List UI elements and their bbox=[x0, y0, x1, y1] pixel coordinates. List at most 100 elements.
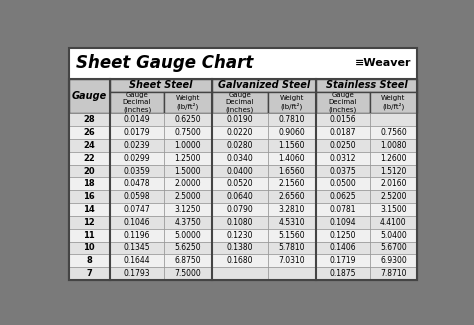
Bar bbox=[316, 190, 370, 203]
Text: 24: 24 bbox=[83, 141, 95, 150]
Text: Gauge: Gauge bbox=[72, 91, 107, 101]
Bar bbox=[164, 126, 212, 139]
Bar bbox=[212, 177, 268, 190]
Text: 0.0375: 0.0375 bbox=[329, 166, 356, 176]
Text: 0.1380: 0.1380 bbox=[227, 243, 253, 253]
Text: 1.4060: 1.4060 bbox=[278, 154, 305, 163]
Text: 1.2600: 1.2600 bbox=[380, 154, 407, 163]
Text: 0.0149: 0.0149 bbox=[124, 115, 150, 124]
Text: Sheet Steel: Sheet Steel bbox=[129, 80, 192, 90]
Bar bbox=[69, 79, 110, 113]
Text: 6.8750: 6.8750 bbox=[174, 256, 201, 265]
Text: 0.0239: 0.0239 bbox=[124, 141, 150, 150]
Bar bbox=[316, 177, 370, 190]
Bar bbox=[69, 216, 110, 229]
Bar bbox=[212, 203, 268, 216]
Bar bbox=[164, 190, 212, 203]
Bar bbox=[110, 254, 164, 267]
Bar bbox=[164, 92, 212, 113]
Bar bbox=[69, 152, 110, 164]
Text: 28: 28 bbox=[83, 115, 95, 124]
Bar bbox=[110, 92, 164, 113]
Text: 0.1080: 0.1080 bbox=[227, 218, 253, 227]
Text: 2.1560: 2.1560 bbox=[278, 179, 305, 188]
Text: 0.0340: 0.0340 bbox=[227, 154, 253, 163]
Bar bbox=[69, 126, 110, 139]
Text: 0.1196: 0.1196 bbox=[124, 231, 150, 240]
Bar bbox=[370, 139, 417, 152]
Bar bbox=[370, 92, 417, 113]
Text: 22: 22 bbox=[83, 154, 95, 163]
Bar bbox=[212, 164, 268, 177]
Text: 0.0400: 0.0400 bbox=[227, 166, 253, 176]
Text: 0.0220: 0.0220 bbox=[227, 128, 253, 137]
Bar bbox=[370, 164, 417, 177]
Text: 0.1406: 0.1406 bbox=[329, 243, 356, 253]
Text: 0.0478: 0.0478 bbox=[124, 179, 150, 188]
Text: 0.1680: 0.1680 bbox=[227, 256, 253, 265]
Bar bbox=[370, 177, 417, 190]
Text: 5.0000: 5.0000 bbox=[174, 231, 201, 240]
Bar bbox=[69, 267, 110, 280]
Text: Gauge
Decimal
(inches): Gauge Decimal (inches) bbox=[226, 92, 254, 113]
Text: 0.1230: 0.1230 bbox=[227, 231, 253, 240]
Bar bbox=[370, 152, 417, 164]
Text: 4.5310: 4.5310 bbox=[278, 218, 305, 227]
Bar bbox=[316, 229, 370, 241]
Text: 7.5000: 7.5000 bbox=[174, 269, 201, 278]
Text: 0.0747: 0.0747 bbox=[124, 205, 150, 214]
Bar bbox=[316, 79, 417, 92]
Text: 5.6700: 5.6700 bbox=[380, 243, 407, 253]
Text: 5.7810: 5.7810 bbox=[278, 243, 305, 253]
Text: 0.0598: 0.0598 bbox=[124, 192, 150, 201]
Bar bbox=[268, 177, 316, 190]
Text: Weight
(lb/ft²): Weight (lb/ft²) bbox=[381, 95, 406, 110]
Text: 8: 8 bbox=[86, 256, 92, 265]
Text: 0.0312: 0.0312 bbox=[329, 154, 356, 163]
Text: 0.7500: 0.7500 bbox=[174, 128, 201, 137]
Text: 1.2500: 1.2500 bbox=[174, 154, 201, 163]
Text: 1.6560: 1.6560 bbox=[278, 166, 305, 176]
Text: 2.5000: 2.5000 bbox=[174, 192, 201, 201]
Text: 2.5200: 2.5200 bbox=[380, 192, 407, 201]
Bar bbox=[212, 152, 268, 164]
Text: 2.0160: 2.0160 bbox=[380, 179, 407, 188]
Text: 0.1345: 0.1345 bbox=[124, 243, 150, 253]
Text: 5.1560: 5.1560 bbox=[278, 231, 305, 240]
Text: 0.0520: 0.0520 bbox=[227, 179, 253, 188]
Bar bbox=[212, 92, 268, 113]
Text: 0.0359: 0.0359 bbox=[124, 166, 150, 176]
Text: 0.0790: 0.0790 bbox=[227, 205, 253, 214]
Bar bbox=[164, 139, 212, 152]
Bar bbox=[316, 164, 370, 177]
Bar bbox=[370, 241, 417, 254]
Bar bbox=[370, 267, 417, 280]
Bar bbox=[370, 126, 417, 139]
Bar bbox=[212, 267, 268, 280]
Bar bbox=[69, 254, 110, 267]
Bar bbox=[69, 139, 110, 152]
Bar bbox=[316, 267, 370, 280]
Text: 7.8710: 7.8710 bbox=[380, 269, 407, 278]
Bar bbox=[69, 177, 110, 190]
Bar bbox=[69, 241, 110, 254]
Bar bbox=[316, 139, 370, 152]
Bar bbox=[316, 254, 370, 267]
Bar bbox=[268, 126, 316, 139]
Bar bbox=[110, 267, 164, 280]
Bar bbox=[370, 216, 417, 229]
Text: 0.1793: 0.1793 bbox=[124, 269, 150, 278]
Text: 0.0156: 0.0156 bbox=[329, 115, 356, 124]
Bar bbox=[268, 267, 316, 280]
Text: 0.0781: 0.0781 bbox=[329, 205, 356, 214]
Bar bbox=[370, 113, 417, 126]
Bar bbox=[268, 216, 316, 229]
Bar bbox=[69, 77, 417, 79]
Text: 12: 12 bbox=[83, 218, 95, 227]
Bar bbox=[69, 203, 110, 216]
Bar bbox=[212, 254, 268, 267]
Text: Weight
(lb/ft²): Weight (lb/ft²) bbox=[176, 95, 200, 110]
Bar bbox=[164, 229, 212, 241]
Text: 0.1719: 0.1719 bbox=[329, 256, 356, 265]
Text: Stainless Steel: Stainless Steel bbox=[326, 80, 407, 90]
